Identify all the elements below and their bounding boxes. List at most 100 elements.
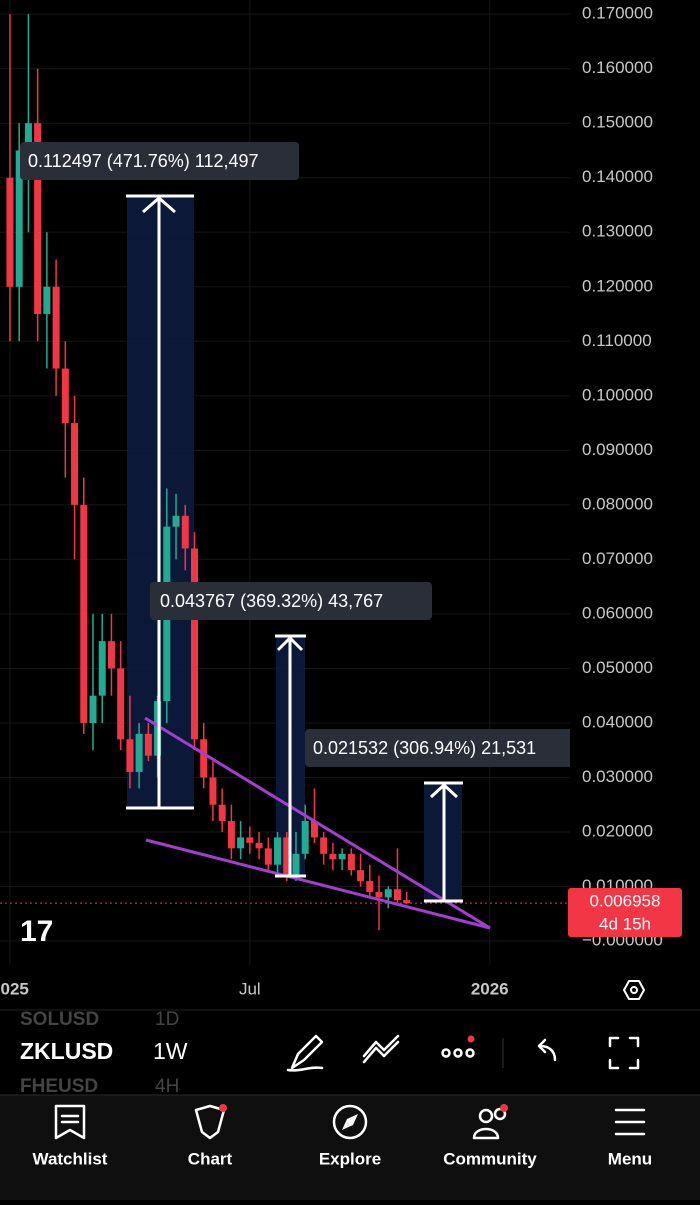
last-price: 0.006958 <box>590 891 661 910</box>
draw-tool[interactable] <box>286 1034 324 1072</box>
interval-next[interactable]: 4H <box>155 1076 179 1097</box>
community-icon <box>472 1107 507 1140</box>
candle-body <box>34 123 42 315</box>
measure-label-bg <box>20 142 299 180</box>
y-tick-label: 0.170000 <box>582 4 653 23</box>
tab-label[interactable]: Menu <box>608 1149 652 1168</box>
price-badge-bg <box>568 888 682 937</box>
candle-body <box>310 821 318 838</box>
candle-body <box>366 881 374 892</box>
candle-body <box>384 889 392 898</box>
candle-body <box>52 286 60 369</box>
explore-icon <box>332 1104 368 1140</box>
badge-dot <box>219 1104 227 1112</box>
candle-body <box>190 548 198 740</box>
candle-body <box>61 368 69 424</box>
candle-body <box>347 853 355 871</box>
x-axis: 2025 Jul 2026 <box>0 979 509 998</box>
trendline <box>145 838 491 930</box>
y-tick-label: 0.130000 <box>582 222 653 241</box>
y-tick-label: 0.140000 <box>582 167 653 186</box>
candle-body <box>181 515 189 549</box>
settings-button[interactable] <box>623 980 645 1000</box>
candle-body <box>24 123 32 151</box>
candle-body <box>255 842 263 849</box>
y-tick-label: 0.100000 <box>582 385 653 404</box>
candle-body <box>144 733 152 756</box>
x-tick-label: 2025 <box>0 979 29 998</box>
y-tick-label: 0.030000 <box>582 767 653 786</box>
y-tick-label: 0.080000 <box>582 494 653 513</box>
indicators[interactable] <box>362 1034 400 1064</box>
chart-icon <box>194 1104 226 1140</box>
candle-body <box>107 641 115 669</box>
tab-label[interactable]: Watchlist <box>33 1149 108 1168</box>
candle-body <box>80 504 88 723</box>
tab-label[interactable]: Community <box>443 1149 537 1168</box>
candle-body <box>393 889 401 901</box>
candle-body <box>98 641 106 696</box>
y-tick-label: 0.160000 <box>582 58 653 77</box>
price-axis-bg <box>570 0 700 965</box>
measure-label-bg <box>305 729 570 767</box>
candle-body <box>274 837 282 865</box>
countdown: 4d 15h <box>599 914 651 933</box>
candle-body <box>320 837 328 854</box>
candle-body <box>338 853 346 860</box>
logo: 17 <box>20 915 53 948</box>
undo-button[interactable] <box>537 1038 557 1062</box>
candle-body <box>403 900 411 904</box>
candle-body <box>117 668 125 740</box>
candle-body <box>71 423 79 505</box>
candle-body <box>283 837 291 876</box>
candle-body <box>15 150 23 287</box>
more-button[interactable] <box>441 1035 475 1058</box>
trendline <box>144 716 491 930</box>
watchlist-icon <box>54 1104 86 1140</box>
candle-body <box>172 515 180 527</box>
x-tick-label: 2026 <box>471 979 509 998</box>
y-tick-label: 0.070000 <box>582 549 653 568</box>
y-tick-label: 0.110000 <box>582 331 652 350</box>
tab-label[interactable]: Explore <box>319 1149 381 1168</box>
candle-body <box>246 837 254 843</box>
menu-icon <box>614 1108 646 1136</box>
measure-arrows <box>126 194 463 903</box>
candle-body <box>126 739 134 773</box>
candle-body <box>6 177 14 287</box>
candle-body <box>135 733 143 773</box>
candle-body <box>89 695 97 723</box>
tabs: Watchlist Chart Explore Community Menu <box>33 1149 653 1168</box>
measure-label-bg <box>150 582 432 620</box>
symbol-next[interactable]: FHEUSD <box>20 1076 98 1097</box>
interval-prev[interactable]: 1D <box>155 1009 179 1030</box>
y-tick-label: 0.090000 <box>582 440 653 459</box>
candle-body <box>200 739 208 778</box>
symbol-prev[interactable]: SOLUSD <box>20 1009 99 1030</box>
symbol[interactable]: ZKLUSD <box>20 1038 113 1064</box>
y-tick-label: 0.050000 <box>582 658 653 677</box>
tab-label[interactable]: Chart <box>188 1149 233 1168</box>
candle-body <box>209 777 217 805</box>
candle-body <box>264 848 272 865</box>
measure-label: 0.043767 (369.32%) 43,767 <box>160 591 383 611</box>
x-tick-label: Jul <box>239 979 261 998</box>
y-tick-label: 0.020000 <box>582 821 653 840</box>
candle-body <box>329 853 337 860</box>
y-tick-label: 0.040000 <box>582 712 653 731</box>
y-tick-label: 0.120000 <box>582 276 653 295</box>
y-tick-label: 0.150000 <box>582 113 653 132</box>
candle-body <box>227 821 235 849</box>
fullscreen-button[interactable] <box>608 1036 640 1070</box>
candle-body <box>357 870 365 882</box>
interval[interactable]: 1W <box>153 1038 188 1064</box>
tab-bar <box>0 1095 700 1200</box>
candle-body <box>375 891 383 898</box>
candle-body <box>237 837 245 849</box>
candle-body <box>292 853 300 876</box>
y-tick-label: 0.060000 <box>582 603 653 622</box>
candle-body <box>218 804 226 822</box>
measure-label: 0.112497 (471.76%) 112,497 <box>28 151 259 171</box>
drawings: 0.112497 (471.76%) 112,497 0.043767 (369… <box>20 142 570 930</box>
